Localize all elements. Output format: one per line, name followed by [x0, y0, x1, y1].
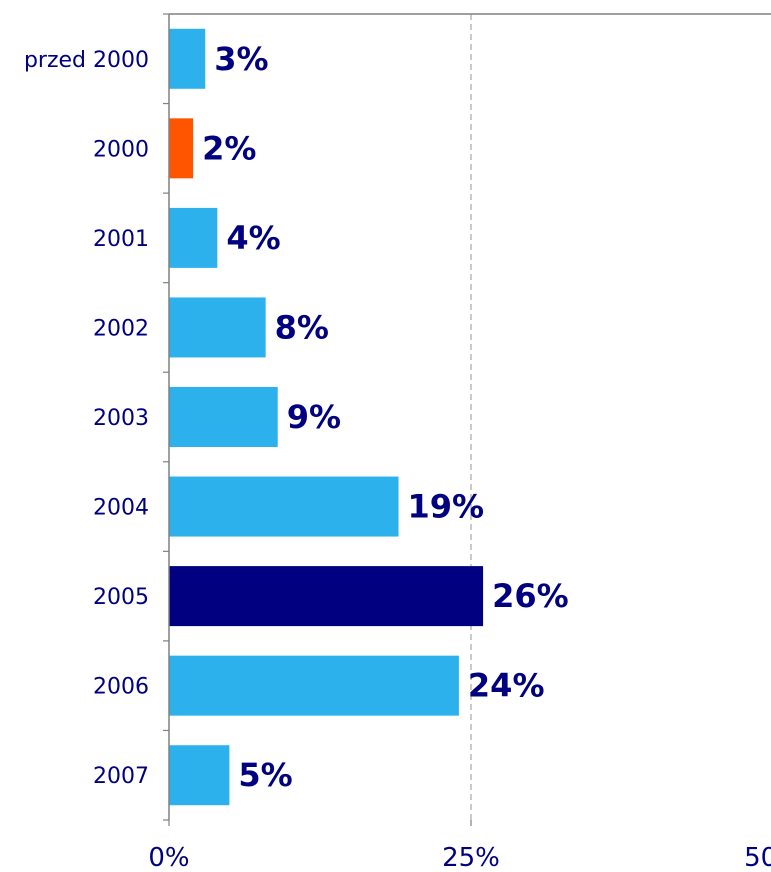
data-label-8: 5% [238, 756, 292, 794]
category-label-7: 2006 [93, 675, 149, 700]
data-label-0: 3% [214, 40, 268, 78]
category-label-6: 2005 [93, 585, 149, 610]
axes [163, 13, 771, 826]
category-label-1: 2000 [93, 137, 149, 162]
data-label-6: 26% [492, 577, 569, 615]
bar-5 [169, 476, 399, 537]
data-label-1: 2% [202, 129, 256, 167]
bar-7 [169, 655, 459, 716]
bars [169, 28, 484, 806]
labels: 3% przed 2000 2% 2000 4% 2001 8% 2002 9% 2003 19% 2… [24, 40, 771, 872]
bar-2 [169, 207, 218, 268]
data-label-4: 9% [287, 398, 341, 436]
category-label-5: 2004 [93, 496, 149, 521]
bar-8 [169, 745, 230, 806]
category-label-8: 2007 [93, 764, 149, 789]
category-label-3: 2002 [93, 316, 149, 341]
category-label-2: 2001 [93, 227, 149, 252]
x-tick-label-2: 50% [744, 843, 771, 872]
data-label-5: 19% [408, 488, 485, 526]
category-label-4: 2003 [93, 406, 149, 431]
bar-1 [169, 118, 194, 179]
data-label-3: 8% [275, 308, 329, 346]
x-tick-label-1: 25% [442, 843, 500, 872]
bar-0 [169, 28, 206, 89]
x-tick-label-0: 0% [148, 843, 189, 872]
data-label-2: 4% [226, 219, 280, 257]
data-label-7: 24% [468, 667, 545, 705]
category-label-0: przed 2000 [24, 48, 149, 73]
grid-lines [470, 14, 472, 820]
bar-4 [169, 387, 278, 447]
bar-6 [169, 566, 484, 627]
bar-3 [169, 297, 266, 358]
